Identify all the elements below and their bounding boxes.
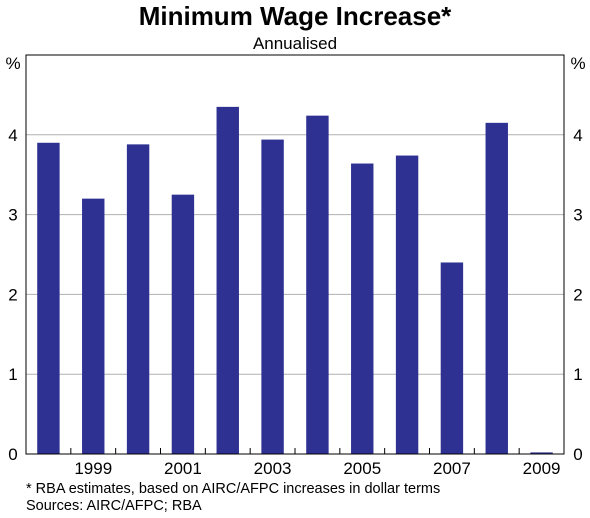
right-y-axis: 0 1 2 3 4 xyxy=(573,126,582,464)
left-y-axis: 0 1 2 3 4 xyxy=(8,126,17,464)
chart-title: Minimum Wage Increase* xyxy=(138,1,452,31)
bar-2005 xyxy=(351,163,374,454)
y-tick-label-right: 0 xyxy=(573,445,582,464)
bar-2002 xyxy=(216,106,239,455)
x-tick-label: 2009 xyxy=(523,459,561,478)
bar-2006 xyxy=(395,155,419,454)
y-tick-label-left: 4 xyxy=(8,126,17,145)
y-tick-label-right: 3 xyxy=(573,206,582,225)
bar-1999 xyxy=(82,198,105,454)
bar-2007 xyxy=(440,262,464,454)
gridlines xyxy=(26,134,564,375)
bar-2003 xyxy=(261,139,284,454)
plot-frame xyxy=(25,54,565,455)
footnote: * RBA estimates, based on AIRC/AFPC incr… xyxy=(26,481,441,497)
x-tick-label: 2005 xyxy=(343,459,381,478)
bar-2004 xyxy=(306,115,329,454)
y-tick-label-left: 3 xyxy=(8,206,17,225)
bar-2000 xyxy=(126,144,150,454)
y-tick-label-left: 1 xyxy=(8,365,17,384)
bars xyxy=(37,106,553,455)
x-ticks xyxy=(70,448,520,454)
x-axis-labels: 1999 2001 2003 2005 2007 2009 xyxy=(74,459,560,478)
x-tick-label: 2003 xyxy=(254,459,292,478)
chart-subtitle: Annualised xyxy=(252,34,338,53)
y-tick-label-right: 2 xyxy=(573,285,582,304)
right-y-unit-label: % xyxy=(570,54,585,73)
x-tick-label: 1999 xyxy=(74,459,112,478)
y-tick-label-left: 0 xyxy=(8,445,17,464)
y-tick-label-left: 2 xyxy=(8,285,17,304)
bar-2008 xyxy=(485,122,508,454)
x-tick-label: 2001 xyxy=(164,459,202,478)
bar-2009 xyxy=(530,452,553,454)
bar-2001 xyxy=(171,194,195,454)
bar-1998 xyxy=(37,142,60,454)
source-note: Sources: AIRC/AFPC; RBA xyxy=(26,498,202,514)
y-tick-label-right: 4 xyxy=(573,126,582,145)
y-tick-label-right: 1 xyxy=(573,365,582,384)
x-tick-label: 2007 xyxy=(433,459,471,478)
left-y-unit-label: % xyxy=(5,54,20,73)
